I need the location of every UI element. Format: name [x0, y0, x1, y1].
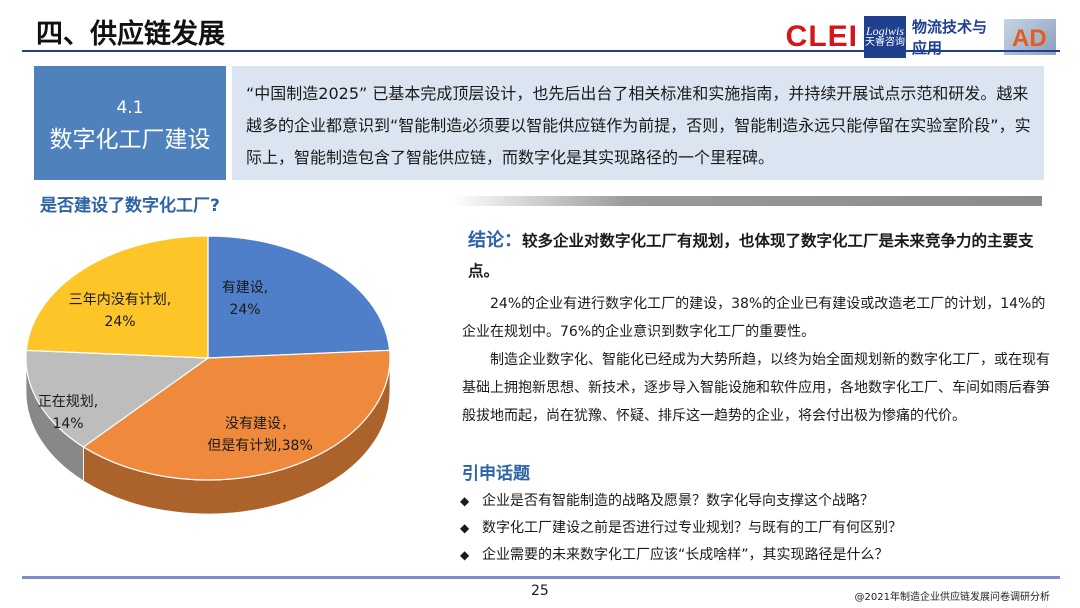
clei-logo: CLEI — [785, 20, 858, 53]
paragraph-findings: 24%的企业有进行数字化工厂的建设，38%的企业已有建设或改造老工厂的计划，14… — [462, 296, 1046, 340]
conclusion-lead: 结论： — [468, 230, 522, 251]
pie-slice — [25, 349, 210, 448]
logo-group: CLEI Logiwis 天睿咨询 物流技术与应用 AD — [786, 16, 1056, 58]
page-title: 四、供应链发展 — [36, 19, 225, 50]
slice-label: 没有建设，但是有计划,38% — [207, 416, 313, 454]
diamond-bullet-icon: ◆ — [460, 494, 470, 508]
diamond-bullet-icon: ◆ — [460, 521, 470, 535]
pie-slice — [82, 349, 391, 481]
slice-label: 正在规划, 14% — [38, 394, 98, 432]
topics-list: ◆ 企业是否有智能制造的战略及愿景？数字化导向支撑这个战略？ ◆ 数字化工厂建设之前… — [460, 488, 902, 569]
footer-source: @2021年制造企业供应链发展问卷调研分析 — [854, 592, 1050, 603]
slice-label: 有建设, 24% — [222, 280, 268, 318]
conclusion: 结论：较多企业对数字化工厂有规划，也体现了数字化工厂是未来竞争力的主要支点。 — [468, 226, 1050, 286]
intro-text: “中国制造2025” 已基本完成顶层设计，也先后出台了相关标准和实施指南，并持续… — [246, 84, 1031, 167]
paragraph-trend: 制造企业数字化、智能化已经成为大势所趋，以终为始全面规划新的数字化工厂，或在现有… — [462, 352, 1050, 424]
footer-rule — [22, 576, 1060, 579]
ad-logo: AD — [1004, 19, 1056, 55]
section-badge: 4.1 数字化工厂建设 — [34, 66, 226, 180]
pie-chart: 有建设, 24% 没有建设，但是有计划,38% 正在规划, 14% 三年内没有计划, 24% — [25, 235, 391, 515]
list-item: ◆ 企业需要的未来数字化工厂应该“长成啥样”，其实现路径是什么？ — [460, 542, 902, 569]
divider-bar — [452, 196, 1042, 206]
intro-panel: “中国制造2025” 已基本完成顶层设计，也先后出台了相关标准和实施指南，并持续… — [232, 66, 1044, 180]
section-name: 数字化工厂建设 — [49, 127, 211, 153]
pie-slice — [25, 235, 209, 359]
wuliu-logo: 物流技术与应用 — [912, 18, 988, 57]
slice-label: 三年内没有计划, 24% — [69, 292, 171, 330]
topics-title: 引申话题 — [462, 464, 530, 484]
list-item: ◆ 数字化工厂建设之前是否进行过专业规划？与既有的工厂有何区别？ — [460, 515, 902, 542]
list-item: ◆ 企业是否有智能制造的战略及愿景？数字化导向支撑这个战略？ — [460, 488, 902, 515]
chart-title: 是否建设了数字化工厂? — [40, 196, 220, 216]
page-number: 25 — [531, 583, 549, 599]
section-number: 4.1 — [116, 98, 144, 118]
diamond-bullet-icon: ◆ — [460, 548, 470, 562]
header-rule — [22, 50, 1060, 52]
pie-slice — [207, 235, 391, 359]
conclusion-text: 较多企业对数字化工厂有规划，也体现了数字化工厂是未来竞争力的主要支点。 — [468, 232, 1034, 280]
